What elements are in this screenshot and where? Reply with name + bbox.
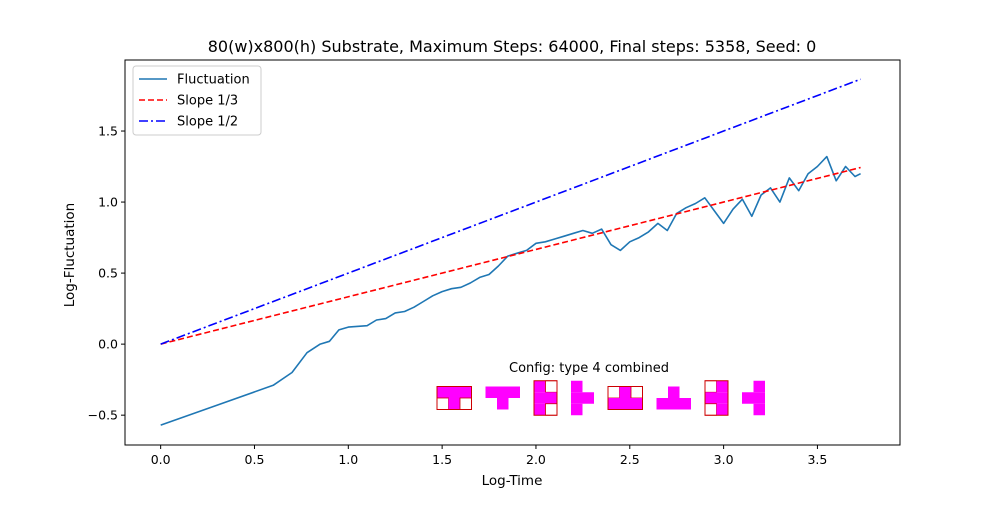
glyph-frame <box>533 380 558 416</box>
config-glyph-5 <box>607 386 643 410</box>
config-glyph-2 <box>485 386 520 410</box>
config-glyph-7 <box>704 380 729 416</box>
x-tick-label: 0.5 <box>245 452 265 467</box>
glyph-cell-filled <box>668 386 680 398</box>
glyph-cell-filled <box>716 403 728 416</box>
glyph-cell-filled <box>668 398 680 410</box>
config-glyph-4 <box>571 380 594 416</box>
glyph-cell-empty <box>630 386 643 399</box>
y-tick-label: 0.5 <box>98 266 118 281</box>
config-annotation: Config: type 4 combined <box>509 361 669 376</box>
glyph-cell-filled <box>619 398 631 410</box>
config-glyph-6 <box>656 386 691 410</box>
glyph-cell-filled <box>716 380 728 393</box>
glyph-cell-filled <box>497 386 509 398</box>
axes-frame <box>124 59 901 446</box>
glyph-cell-filled <box>448 398 460 410</box>
x-axis-label: Log-Time <box>482 473 543 489</box>
glyph-cell-empty <box>459 397 472 410</box>
glyph-cell-filled <box>545 392 557 404</box>
x-tick-label: 1.0 <box>338 452 358 467</box>
glyph-cell-filled <box>753 392 765 404</box>
x-tick-label: 1.5 <box>432 452 452 467</box>
glyph-cell-filled <box>460 386 472 398</box>
glyph-cell-filled <box>705 392 717 404</box>
y-tick-label: 1.0 <box>98 195 118 210</box>
y-tick-label: 1.5 <box>98 124 118 139</box>
x-tick-label: 2.5 <box>620 452 640 467</box>
x-tick-label: 2.0 <box>526 452 546 467</box>
glyph-cell-filled <box>534 380 546 393</box>
glyph-cell-filled <box>582 392 594 404</box>
glyph-cell-empty <box>704 403 717 416</box>
x-tick-label: 3.0 <box>714 452 734 467</box>
glyph-cell-filled <box>571 380 583 393</box>
series-line-2 <box>160 166 861 345</box>
y-tick-label: −0.5 <box>88 408 118 423</box>
glyph-cell-empty <box>545 403 558 416</box>
config-glyph-row <box>436 380 765 416</box>
y-axis-label: Log-Fluctuation <box>62 203 78 307</box>
glyph-cell-filled <box>679 398 691 410</box>
glyph-cell-empty <box>436 397 449 410</box>
glyph-cell-filled <box>716 392 728 404</box>
glyph-cell-filled <box>437 386 449 398</box>
glyph-cell-filled <box>534 392 546 404</box>
glyph-cell-filled <box>497 398 509 410</box>
glyph-cell-filled <box>571 403 583 416</box>
legend-label-3: Slope 1/2 <box>177 115 238 130</box>
config-glyph-3 <box>533 380 558 416</box>
chart-title: 80(w)x800(h) Substrate, Maximum Steps: 6… <box>208 37 817 56</box>
glyph-cell-empty <box>607 386 620 399</box>
legend: Fluctuation Slope 1/3 Slope 1/2 <box>132 65 262 136</box>
series-line-3 <box>160 78 861 345</box>
legend-label-1: Fluctuation <box>177 73 250 88</box>
glyph-cell-filled <box>571 392 583 404</box>
glyph-cell-filled <box>631 398 643 410</box>
glyph-cell-filled <box>448 386 460 398</box>
glyph-cell-filled <box>608 398 620 410</box>
glyph-cell-filled <box>619 386 631 398</box>
config-glyph-1 <box>436 386 472 410</box>
config-glyph-8 <box>742 380 765 416</box>
glyph-cell-filled <box>508 386 520 398</box>
glyph-cell-filled <box>753 403 765 416</box>
glyph-cell-filled <box>753 380 765 393</box>
x-tick-label: 3.5 <box>807 452 827 467</box>
legend-box <box>132 65 262 136</box>
axes: 0.0 0.5 1.0 1.5 2.0 2.5 3.0 3.5 −0.5 0.0 0.5 1.0 1.5 <box>88 59 901 467</box>
glyph-cell-filled <box>742 392 754 404</box>
series-layer <box>160 78 861 426</box>
glyph-cell-filled <box>485 386 497 398</box>
x-tick-label: 0.0 <box>151 452 171 467</box>
legend-label-2: Slope 1/3 <box>177 94 238 109</box>
glyph-cell-empty <box>545 380 558 393</box>
glyph-cell-filled <box>534 403 546 416</box>
y-tick-label: 0.0 <box>98 337 118 352</box>
glyph-frame <box>607 386 643 410</box>
glyph-frame <box>436 386 472 410</box>
glyph-cell-filled <box>656 398 668 410</box>
glyph-frame <box>704 380 729 416</box>
glyph-cell-empty <box>704 380 717 393</box>
